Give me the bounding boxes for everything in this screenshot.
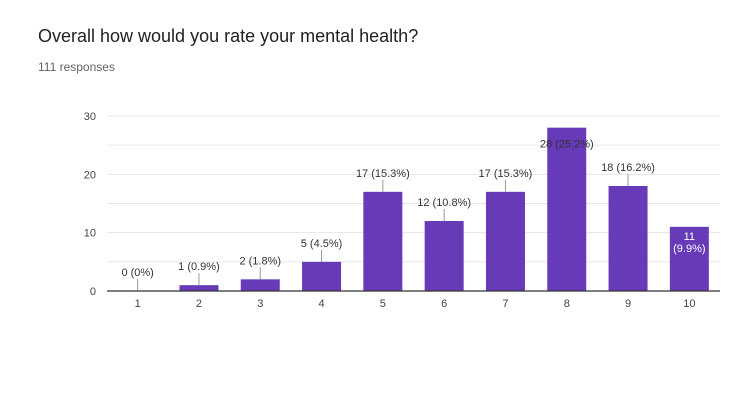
x-tick-label: 6 bbox=[441, 298, 447, 310]
x-tick-label: 5 bbox=[380, 298, 386, 310]
data-label: 0 (0%) bbox=[121, 267, 153, 279]
x-tick-label: 3 bbox=[257, 298, 263, 310]
bar bbox=[424, 221, 464, 291]
data-label: 1 (0.9%) bbox=[178, 261, 220, 273]
x-tick-label: 4 bbox=[318, 298, 324, 310]
data-label: 18 (16.2%) bbox=[601, 162, 655, 174]
x-tick-label: 1 bbox=[135, 298, 141, 310]
data-label: 12 (10.8%) bbox=[417, 197, 471, 209]
bar bbox=[485, 191, 525, 291]
data-label: 17 (15.3%) bbox=[356, 168, 410, 180]
y-tick-label: 30 bbox=[84, 111, 96, 123]
response-count: 111 responses bbox=[38, 60, 115, 74]
data-label: (9.9%) bbox=[673, 243, 705, 255]
data-label: 17 (15.3%) bbox=[479, 168, 533, 180]
data-label: 5 (4.5%) bbox=[301, 238, 343, 250]
question-title: Overall how would you rate your mental h… bbox=[38, 26, 419, 46]
data-label: 11 bbox=[684, 231, 695, 243]
x-tick-label: 7 bbox=[502, 298, 508, 310]
bar bbox=[179, 285, 219, 291]
bar bbox=[547, 127, 587, 292]
bar bbox=[302, 261, 342, 291]
bar bbox=[240, 279, 280, 291]
bar bbox=[608, 186, 648, 291]
data-label: 2 (1.8%) bbox=[239, 255, 281, 267]
y-tick-label: 20 bbox=[84, 169, 96, 181]
x-tick-label: 9 bbox=[625, 298, 631, 310]
data-label: 28 (25.2%) bbox=[540, 139, 594, 151]
x-tick-label: 2 bbox=[196, 298, 202, 310]
y-tick-label: 10 bbox=[84, 228, 96, 240]
bar bbox=[363, 191, 403, 291]
y-tick-label: 0 bbox=[90, 286, 96, 298]
x-tick-label: 10 bbox=[683, 298, 695, 310]
bar bbox=[669, 226, 709, 291]
x-tick-label: 8 bbox=[564, 298, 570, 310]
